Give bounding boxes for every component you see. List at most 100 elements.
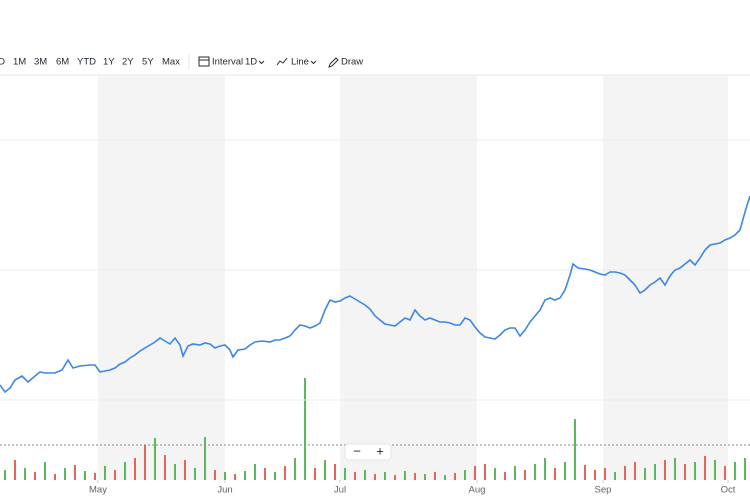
x-tick-label: Sep	[595, 485, 612, 496]
chevron	[310, 60, 317, 65]
volume-bar	[354, 472, 356, 480]
volume-bar	[494, 468, 496, 480]
volume-bar	[24, 468, 26, 480]
plot: May Jun Jul Aug Sep Oct	[0, 139, 750, 496]
range-button[interactable]: D	[0, 57, 5, 68]
range-button[interactable]: YTD	[77, 57, 96, 68]
volume-bar	[474, 466, 476, 480]
volume-bar	[284, 466, 286, 480]
range-button[interactable]: Max	[162, 57, 180, 68]
volume-bar	[294, 458, 296, 480]
volume-bar	[624, 466, 626, 480]
range-button[interactable]: 1M	[13, 57, 26, 68]
chevron	[258, 60, 265, 65]
month-band	[603, 76, 728, 480]
volume-bar	[744, 458, 746, 480]
volume-bar	[714, 460, 716, 480]
volume-bar	[234, 474, 236, 480]
volume-bar	[254, 464, 256, 480]
volume-bar	[414, 473, 416, 480]
zoom-box	[344, 443, 392, 461]
volume-bar	[14, 460, 16, 480]
volume-bar	[404, 471, 406, 480]
volume-bar	[344, 468, 346, 480]
interval-value[interactable]: 1D	[245, 57, 257, 68]
volume-bar	[454, 473, 456, 480]
volume-bar	[364, 470, 366, 480]
volume-bar	[664, 460, 666, 480]
interval-icon	[198, 56, 210, 67]
line-icon	[276, 57, 288, 66]
price-line	[0, 195, 750, 394]
volume-bar	[504, 472, 506, 480]
volume-bar	[434, 472, 436, 480]
interval-button[interactable]: Interval	[212, 57, 243, 68]
volume-bar	[204, 437, 206, 480]
volume-bar	[244, 471, 246, 480]
range-button[interactable]: 6M	[56, 57, 69, 68]
volume-bar	[724, 466, 726, 480]
volume-bar	[484, 464, 486, 480]
volume-bar	[214, 470, 216, 480]
volume-bar	[194, 468, 196, 480]
volume-bar	[184, 460, 186, 480]
volume-bar	[644, 468, 646, 480]
volume-bar	[384, 472, 386, 480]
volume-bar	[654, 464, 656, 480]
volume-bar	[174, 464, 176, 480]
volume-bar	[534, 464, 536, 480]
volume-bar	[44, 462, 46, 480]
volume-bar	[424, 474, 426, 480]
volume-bar	[104, 466, 106, 480]
chart-type-button[interactable]: Line	[291, 57, 309, 68]
range-button[interactable]: 3M	[34, 57, 47, 68]
range-button[interactable]: 1Y	[103, 57, 115, 68]
volume-bar	[304, 378, 306, 480]
volume-bar	[594, 470, 596, 480]
volume-bar	[64, 468, 66, 480]
x-tick-label: May	[89, 485, 107, 496]
bands	[98, 76, 728, 480]
volume-bar	[144, 445, 146, 480]
volume-bar	[614, 472, 616, 480]
month-band	[98, 76, 225, 480]
volume-bar	[134, 458, 136, 480]
volume-bar	[464, 470, 466, 480]
volume-bar	[634, 462, 636, 480]
range-button[interactable]: 2Y	[122, 57, 134, 68]
volume-bar	[444, 475, 446, 480]
x-tick-label: Jul	[334, 485, 346, 496]
volume-bar	[604, 468, 606, 480]
volume-bar	[694, 462, 696, 480]
volume-bar	[324, 460, 326, 480]
volume-bar	[274, 472, 276, 480]
volume-bar	[224, 472, 226, 480]
volume-bar	[4, 470, 6, 480]
x-tick-label: Jun	[217, 485, 232, 496]
month-band	[340, 76, 477, 480]
volume-bar	[524, 470, 526, 480]
volume-bar	[394, 475, 396, 480]
volume-bar	[124, 462, 126, 480]
volume-bar	[84, 471, 86, 480]
volume-bar	[74, 465, 76, 480]
draw-icon	[328, 57, 339, 68]
toolbar: D 1M 3M 6M YTD 1Y 2Y 5Y Max Interval 1D …	[0, 54, 363, 70]
volume-bar	[584, 465, 586, 480]
volume-bar	[514, 466, 516, 480]
volume-bar	[704, 456, 706, 480]
zoom-out[interactable]: −	[353, 443, 361, 458]
volume-bar	[574, 419, 576, 480]
volume-bar	[734, 462, 736, 480]
volume-bar	[684, 464, 686, 480]
zoom-in[interactable]: +	[376, 443, 384, 458]
volume-bar	[154, 438, 156, 480]
volume-bar	[94, 473, 96, 480]
volume-bar	[374, 474, 376, 480]
draw-button[interactable]: Draw	[341, 57, 363, 68]
volume-bar	[164, 455, 166, 480]
volume-bar	[564, 462, 566, 480]
range-button[interactable]: 5Y	[142, 57, 154, 68]
